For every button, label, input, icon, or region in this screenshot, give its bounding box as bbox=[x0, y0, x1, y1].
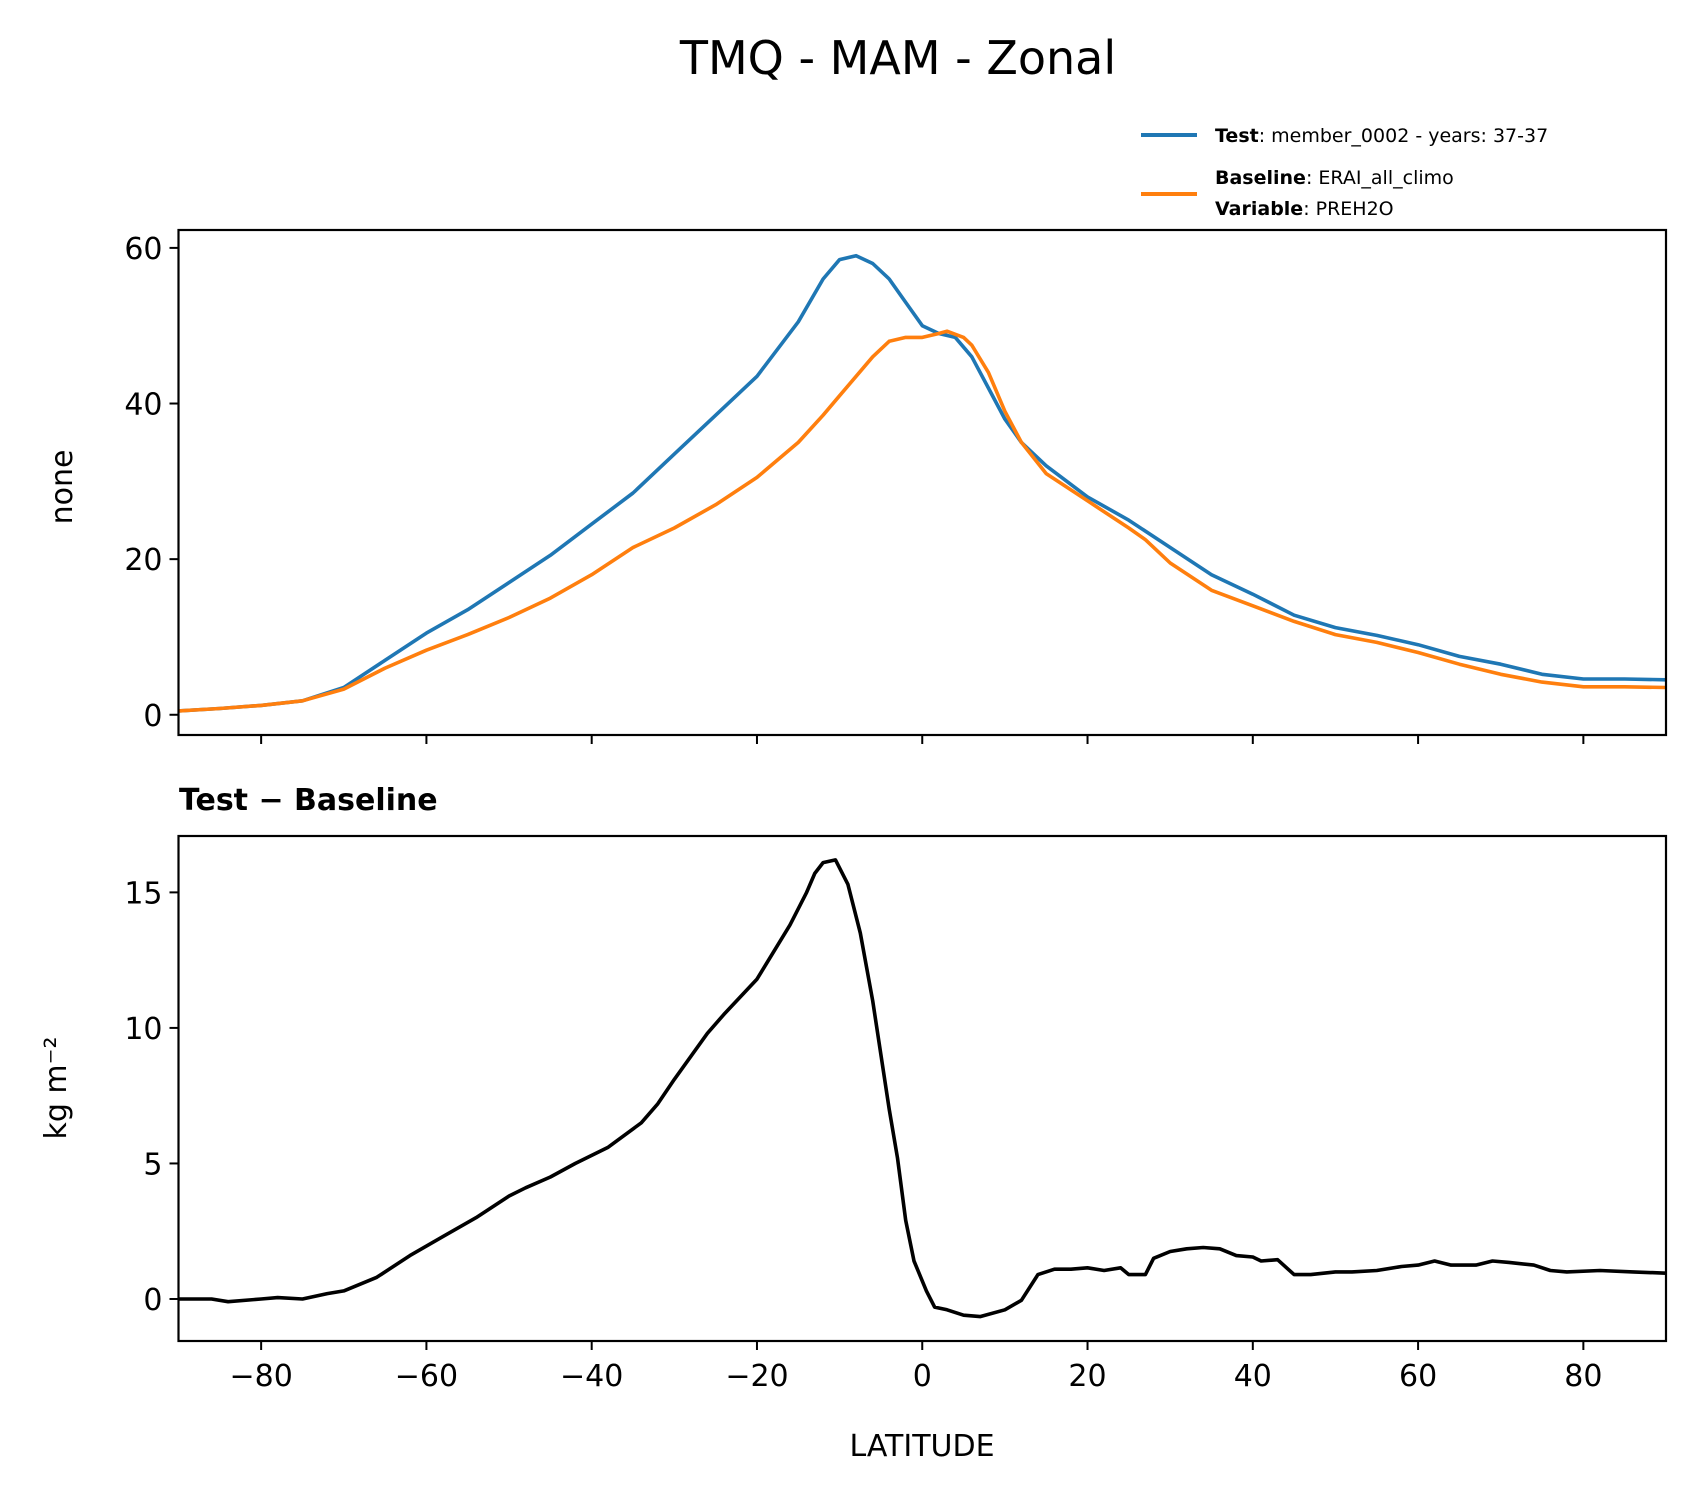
y-tick-label: 15 bbox=[124, 876, 162, 911]
y-tick-label: 20 bbox=[124, 543, 162, 578]
x-tick-label: −80 bbox=[229, 1359, 292, 1394]
top-axes: 0 20 40 60 bbox=[124, 228, 1668, 744]
x-tick-label: 40 bbox=[1234, 1359, 1272, 1394]
x-axis-label: LATITUDE bbox=[849, 1429, 994, 1464]
legend-test-text: : member_0002 - years: 37-37 bbox=[1259, 125, 1548, 147]
figure-title: TMQ - MAM - Zonal bbox=[679, 31, 1116, 85]
bottom-axes-title: Test − Baseline bbox=[179, 783, 438, 818]
svg-text:Baseline: ERAI_all_climo: Baseline: ERAI_all_climo bbox=[1215, 167, 1454, 189]
y-tick-label: 60 bbox=[124, 232, 162, 267]
series-line-test-baseline bbox=[178, 858, 1666, 1319]
legend-baseline-label: Baseline bbox=[1215, 167, 1306, 189]
x-tick-label: 0 bbox=[913, 1359, 932, 1394]
series-line-baseline bbox=[178, 329, 1666, 713]
bottom-axes: 0 5 10 15 −80 −60 −40 −20 0 20 40 60 80 bbox=[124, 834, 1668, 1394]
x-tick-label: 60 bbox=[1399, 1359, 1437, 1394]
legend: Test: member_0002 - years: 37-37 Baselin… bbox=[1141, 125, 1548, 220]
svg-text:Variable: PREH2O: Variable: PREH2O bbox=[1215, 198, 1394, 220]
legend-variable-text: : PREH2O bbox=[1303, 198, 1393, 220]
y-tick-label: 0 bbox=[143, 1283, 162, 1318]
x-tick-label: 20 bbox=[1068, 1359, 1106, 1394]
top-y-axis-label: none bbox=[45, 450, 80, 525]
x-tick-label: −40 bbox=[560, 1359, 623, 1394]
legend-variable-label: Variable bbox=[1215, 198, 1303, 220]
y-tick-label: 40 bbox=[124, 388, 162, 423]
svg-text:Test: member_0002 - years: 37-: Test: member_0002 - years: 37-37 bbox=[1215, 125, 1548, 147]
bottom-y-axis-label: kg m⁻² bbox=[39, 1036, 74, 1139]
y-tick-label: 0 bbox=[143, 699, 162, 734]
x-tick-label: 80 bbox=[1564, 1359, 1602, 1394]
y-tick-label: 5 bbox=[143, 1147, 162, 1182]
legend-baseline-text: : ERAI_all_climo bbox=[1306, 167, 1454, 189]
x-tick-label: −20 bbox=[725, 1359, 788, 1394]
y-tick-label: 10 bbox=[124, 1012, 162, 1047]
series-line-test bbox=[178, 253, 1666, 713]
x-tick-label: −60 bbox=[395, 1359, 458, 1394]
legend-test-label: Test bbox=[1215, 125, 1259, 147]
